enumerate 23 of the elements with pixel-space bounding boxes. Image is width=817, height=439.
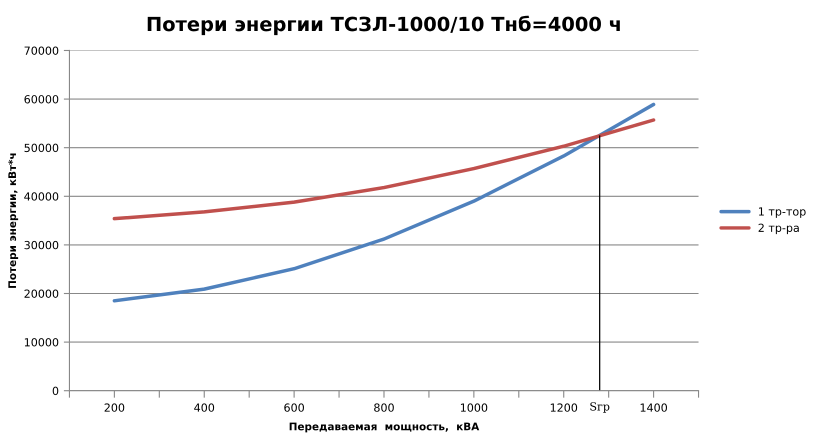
y-axis-title: Потери энергии, кВт*ч (8, 154, 18, 288)
y-tick-label: 50000 (24, 144, 58, 152)
x-tick-label: 400 (194, 403, 214, 412)
y-tick-label: 60000 (24, 95, 58, 104)
chart-title: Потери энергии ТСЗЛ-1000/10 Тнб=4000 ч (148, 16, 620, 36)
x-tick-label: 800 (374, 403, 394, 412)
x-tick-label: 1000 (460, 403, 488, 412)
x-tick-label: 200 (104, 403, 124, 412)
x-tick-label: 1200 (550, 403, 578, 412)
line-series (112, 102, 656, 303)
y-tick-label: 10000 (24, 338, 58, 346)
x-tick-label: 600 (284, 403, 304, 412)
y-tick-label: 20000 (24, 289, 58, 298)
legend-label: 1 тр-тор (759, 207, 806, 218)
y-tick-label: 0 (52, 386, 58, 396)
y-tick-label: 30000 (24, 240, 58, 250)
ref-line-label: Sгр (590, 402, 610, 413)
line-series (112, 118, 656, 220)
y-tick-label: 40000 (24, 192, 58, 201)
x-axis-title: Передаваемая мощность, кВА (290, 422, 480, 432)
x-tick-label: 1400 (640, 403, 667, 412)
y-tick-label: 70000 (24, 46, 58, 55)
legend-label: 2 тр-ра (758, 224, 799, 234)
